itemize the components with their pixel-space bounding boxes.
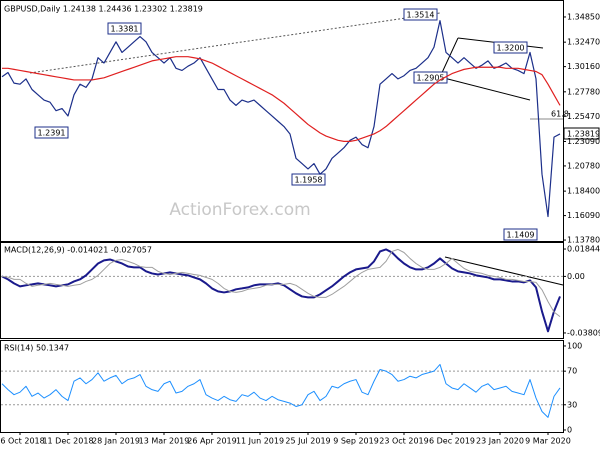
- annotation: 1.1409: [507, 231, 535, 240]
- price-tag: 1.23819: [567, 130, 600, 139]
- y-tick-label: 1.27780: [567, 87, 600, 96]
- y-tick-label: 70: [567, 367, 577, 376]
- annotation-box: [493, 41, 528, 54]
- y-tick-label: 0: [567, 425, 572, 434]
- y-tick-label: 1.20780: [567, 161, 600, 170]
- annotation: 1.2391: [38, 129, 66, 138]
- y-tick-label: 1.32470: [567, 38, 600, 47]
- x-tick-label: 11 Jun 2019: [236, 437, 284, 446]
- y-tick-label: -0.038095: [567, 328, 600, 337]
- price-panel: [0, 0, 564, 242]
- x-tick-label: 6 Dec 2019: [429, 437, 475, 446]
- y-tick-label: 1.18400: [567, 187, 600, 196]
- annotation-box: [503, 228, 538, 241]
- price-header: GBPUSD,Daily 1.24138 1.24436 1.23302 1.2…: [4, 5, 203, 14]
- y-tick-label: 0.00: [567, 272, 585, 281]
- y-tick-label: 0.018442: [567, 245, 600, 254]
- macd-panel: [0, 242, 564, 339]
- x-tick-label: 9 Mar 2020: [525, 437, 571, 446]
- y-tick-label: 1.23090: [567, 137, 600, 146]
- annotation-box: [403, 8, 438, 21]
- x-tick-label: 26 Oct 2018: [0, 437, 45, 446]
- y-tick-label: 1.25470: [567, 112, 600, 121]
- annotations: 1.3381 1.3514 1.2391 1.1958 1.3200 1.290…: [34, 8, 569, 241]
- rsi-panel: [0, 340, 564, 433]
- annotation: 1.3514: [407, 11, 435, 20]
- x-tick-label: 13 Mar 2019: [139, 437, 190, 446]
- annotation-box: [413, 71, 448, 84]
- y-tick-label: 1.34850: [567, 12, 600, 21]
- macd-header: MACD(12,26,9) -0.014021 -0.027057: [4, 246, 152, 255]
- x-tick-label: 23 Oct 2019: [379, 437, 428, 446]
- annotation: 1.2905: [417, 74, 445, 83]
- series-line: [1, 248, 561, 333]
- y-tick-label: 1.13780: [567, 236, 600, 245]
- series-line: [1, 363, 561, 418]
- x-tick-label: 25 Jul 2019: [285, 437, 330, 446]
- x-tick-label: 26 Apr 2019: [187, 437, 236, 446]
- y-tick-label: 1.30160: [567, 62, 600, 71]
- annotation: 1.1958: [295, 176, 323, 185]
- annotation: 1.3200: [497, 44, 525, 53]
- annotation-box: [107, 22, 142, 35]
- y-tick-label: 30: [567, 400, 577, 409]
- x-tick-label: 11 Dec 2018: [42, 437, 93, 446]
- y-tick-label: 100: [567, 341, 582, 350]
- x-tick-label: 28 Jan 2019: [92, 437, 140, 446]
- series-line: [1, 248, 561, 318]
- annotation-box: [34, 126, 69, 139]
- trend-line: [29, 12, 441, 74]
- annotation-box: [291, 173, 326, 186]
- watermark: ActionForex.com: [169, 200, 310, 220]
- macd-trend-line: [444, 256, 564, 286]
- x-tick-label: 9 Sep 2019: [333, 437, 379, 446]
- price-tag-box: [563, 127, 600, 140]
- annotation: 1.3381: [111, 25, 139, 34]
- x-tick-label: 23 Jan 2020: [476, 437, 524, 446]
- fib-label: 61.8: [551, 110, 569, 119]
- channel-side: [439, 37, 459, 78]
- series-line: [1, 20, 561, 218]
- series-line: [2, 56, 561, 142]
- channel-bottom: [439, 76, 531, 101]
- rsi-header: RSI(14) 50.1347: [4, 344, 69, 353]
- y-tick-label: 1.16090: [567, 211, 600, 220]
